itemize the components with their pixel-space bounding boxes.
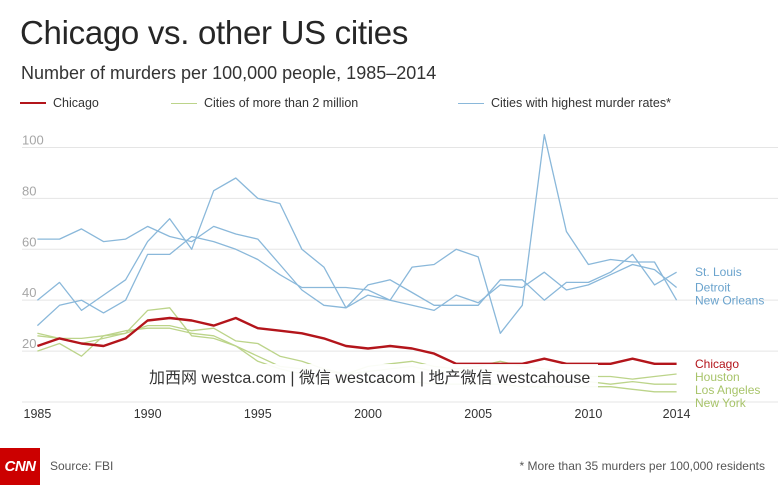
legend-item-highest-rates: Cities with highest murder rates* <box>458 96 671 110</box>
chart-subtitle: Number of murders per 100,000 people, 19… <box>21 63 437 83</box>
x-tick-label-2010: 2010 <box>575 407 603 421</box>
legend-swatch-chicago <box>20 102 46 104</box>
series-line-new-orleans <box>37 134 678 334</box>
y-tick-label-100: 100 <box>22 132 44 147</box>
x-tick-label-2000: 2000 <box>354 407 382 421</box>
line-chart: 20 40 60 80 100 1985 1990 1995 2000 2005 2010 2014 S… <box>22 132 778 421</box>
x-tick-label-2005: 2005 <box>464 407 492 421</box>
series-line-chicago <box>37 316 677 365</box>
x-tick-label-2014: 2014 <box>663 407 691 421</box>
legend-swatch-highest-rates <box>458 102 484 104</box>
footer: CNN Source: FBI * More than 35 murders p… <box>0 448 780 485</box>
series-line-st-louis <box>36 177 677 312</box>
series-line-detroit <box>36 235 678 327</box>
watermark-text: 加西网 westca.com | 微信 westcacom | 地产微信 wes… <box>141 364 599 388</box>
series-label-los-angeles: Los Angeles <box>695 383 760 397</box>
legend-label-highest-rates: Cities with highest murder rates* <box>491 96 671 110</box>
series-label-detroit: Detroit <box>695 280 731 294</box>
legend-item-large-cities: Cities of more than 2 million <box>171 96 358 110</box>
series-label-st-louis: St. Louis <box>695 265 742 279</box>
y-tick-label-60: 60 <box>22 234 36 249</box>
x-tick-label-1995: 1995 <box>244 407 272 421</box>
series-label-chicago: Chicago <box>695 357 739 371</box>
footnote: * More than 35 murders per 100,000 resid… <box>519 459 765 473</box>
legend-label-chicago: Chicago <box>53 96 99 110</box>
source-note: Source: FBI <box>50 459 114 473</box>
series-label-houston: Houston <box>695 370 740 384</box>
legend-label-large-cities: Cities of more than 2 million <box>204 96 359 110</box>
y-tick-label-80: 80 <box>22 183 36 198</box>
cnn-logo: CNN <box>0 448 40 485</box>
chart-legend: Chicago Cities of more than 2 million Ci… <box>0 96 780 116</box>
x-tick-label-1990: 1990 <box>134 407 162 421</box>
y-tick-label-20: 20 <box>22 336 36 351</box>
y-tick-label-40: 40 <box>22 285 36 300</box>
legend-swatch-large-cities <box>171 102 197 104</box>
chart-title: Chicago vs. other US cities <box>20 14 409 51</box>
series-label-new-orleans: New Orleans <box>695 293 764 307</box>
legend-item-chicago: Chicago <box>20 96 99 110</box>
x-tick-label-1985: 1985 <box>24 407 52 421</box>
series-label-new-york: New York <box>695 396 747 410</box>
